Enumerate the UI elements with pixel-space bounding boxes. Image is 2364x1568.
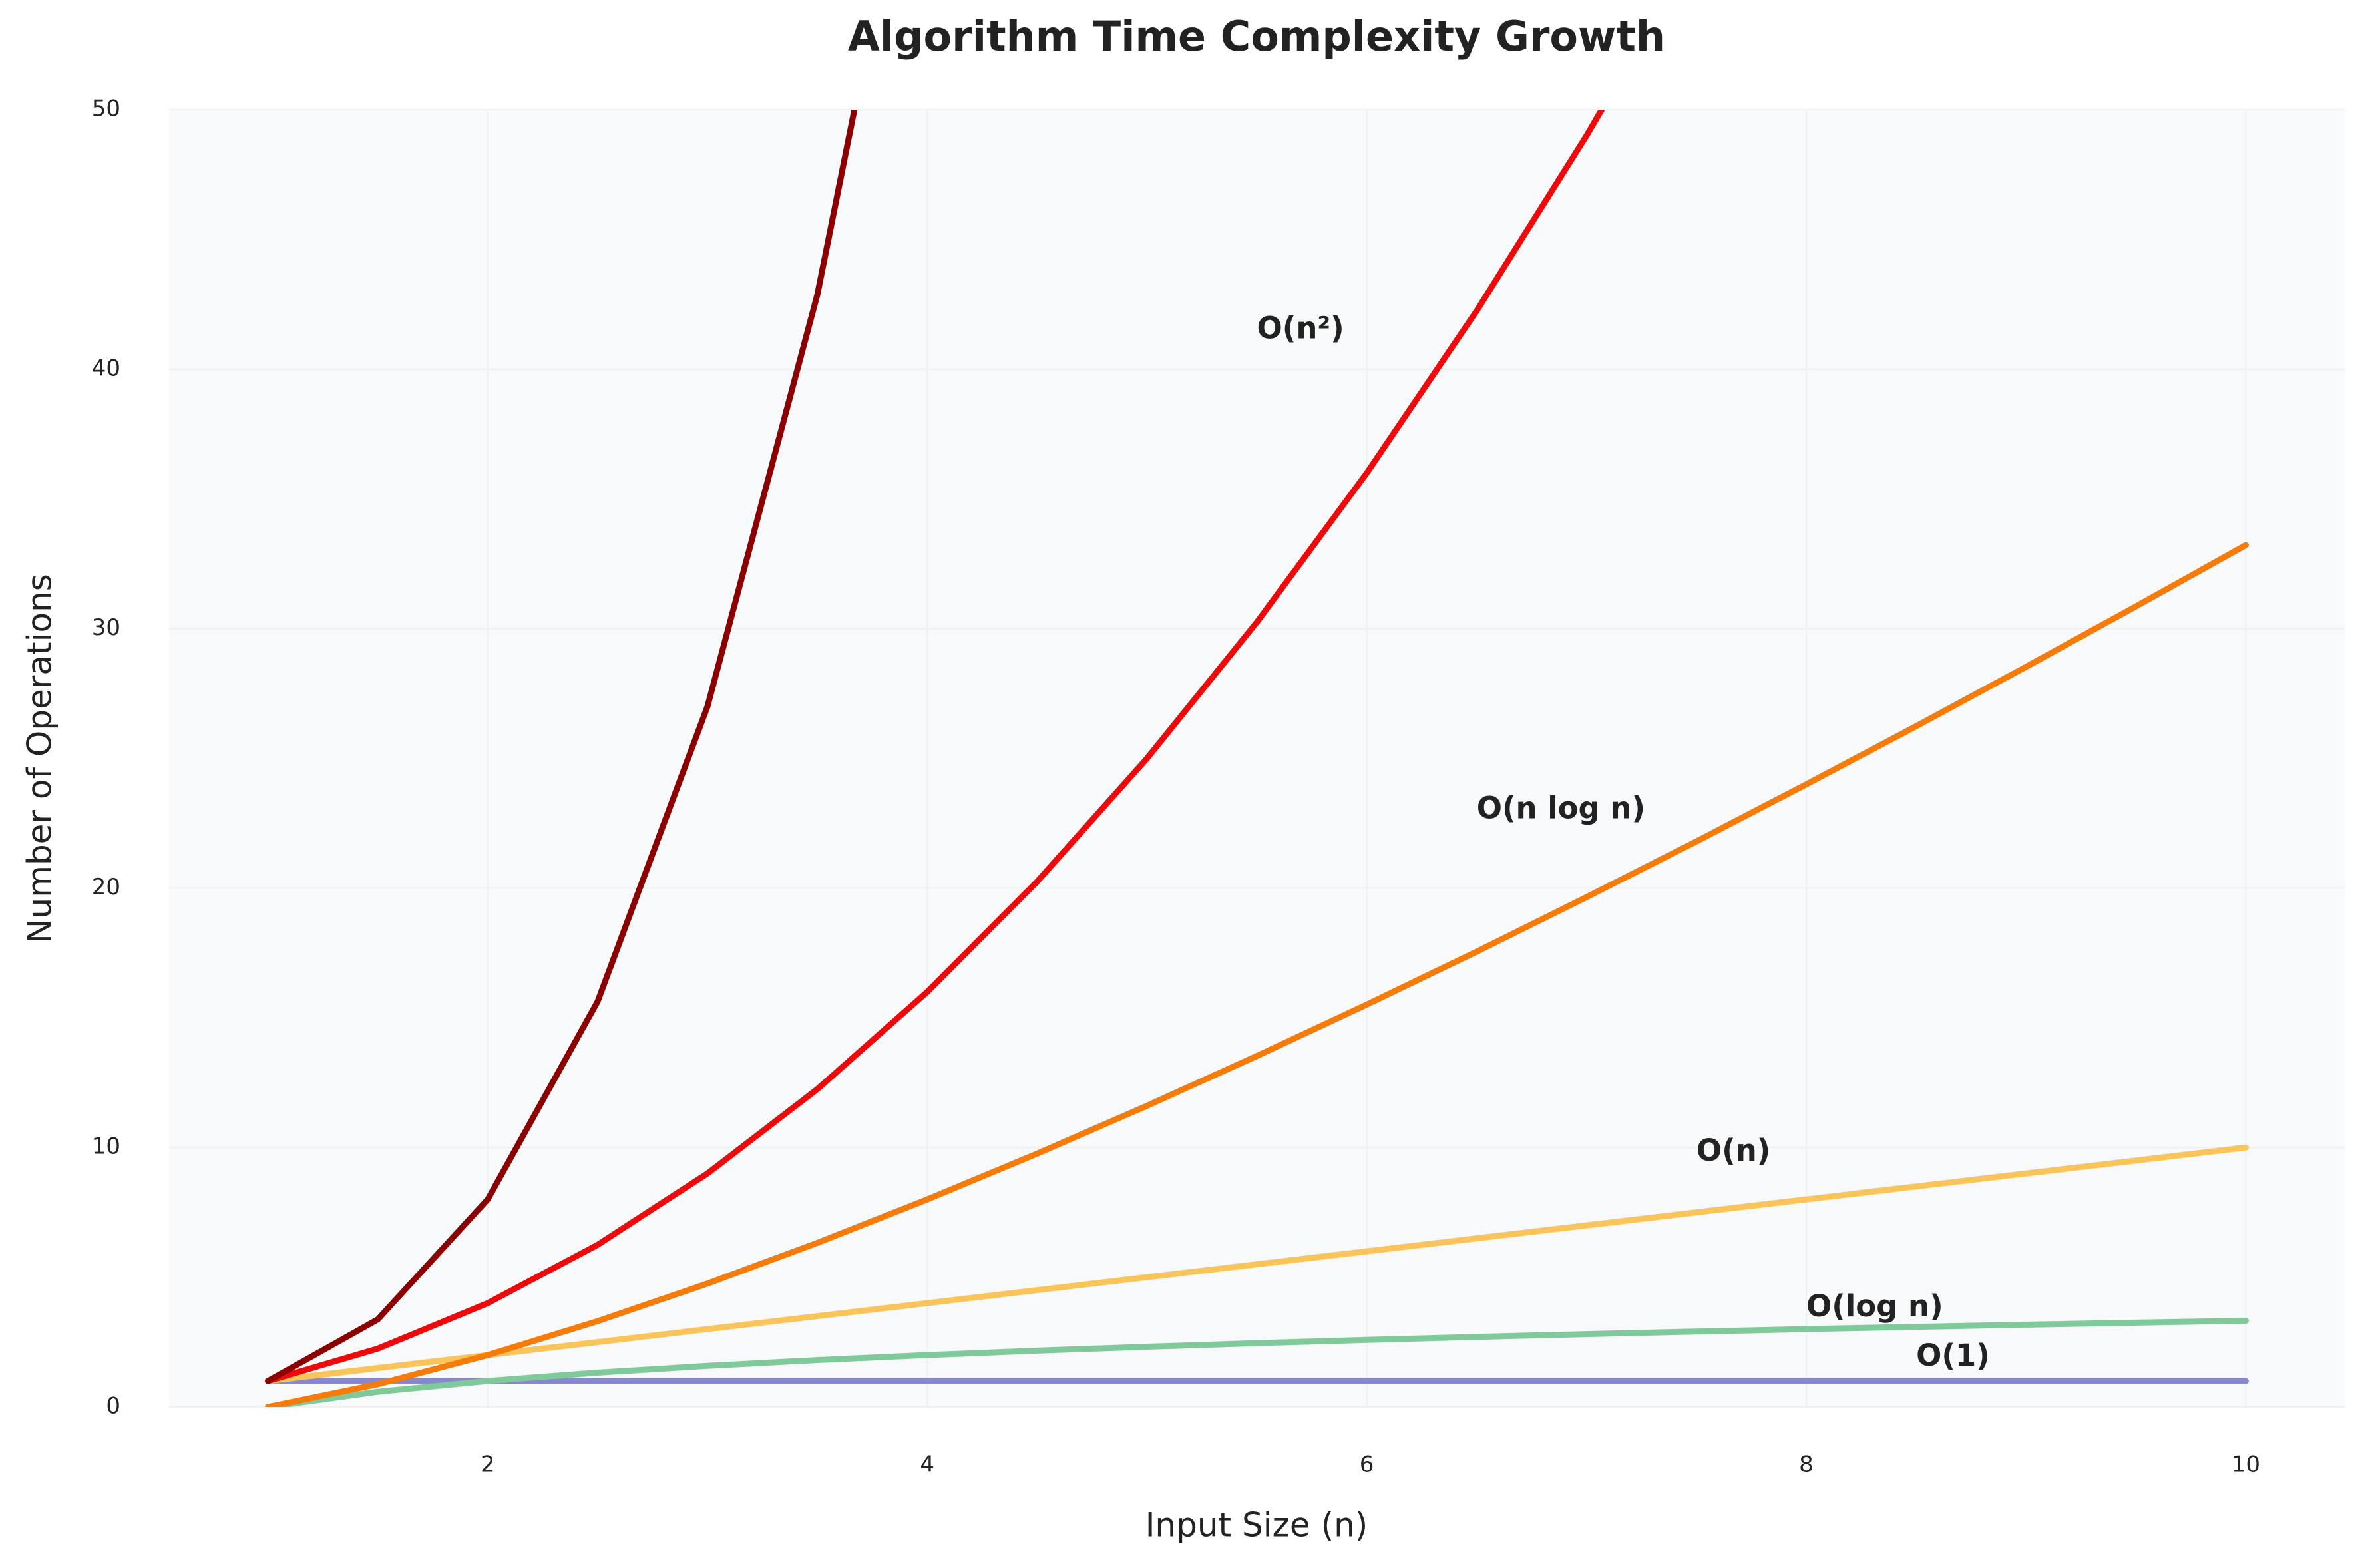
series-line [265,110,858,1384]
y-axis-label: Number of Operations [21,574,59,944]
x-tick-label: 4 [920,1452,934,1478]
x-tick-label: 10 [2232,1452,2260,1478]
x-axis-label: Input Size (n) [1145,1506,1368,1545]
y-tick-label: 40 [92,355,120,381]
series-line [265,1318,2249,1407]
x-tick-label: 8 [1799,1452,1814,1478]
series-group [265,110,2249,1407]
annotation: O(n) [1696,1133,1770,1168]
y-tick-label: 10 [92,1133,120,1160]
y-tick-label: 50 [92,96,120,122]
y-tick-label: 20 [92,874,120,900]
x-tick-label: 6 [1360,1452,1374,1478]
series-line [265,542,2249,1407]
annotation: O(n log n) [1477,790,1645,825]
series-line [265,110,1605,1384]
y-tick-label: 30 [92,614,120,641]
y-tick-label: 0 [106,1393,120,1420]
plot-area [169,110,2345,1407]
chart-title: Algorithm Time Complexity Growth [848,12,1665,61]
series-line [265,1144,2249,1384]
annotation: O(1) [1916,1338,1990,1373]
annotation: O(log n) [1806,1288,1943,1324]
x-tick-label: 2 [481,1452,495,1478]
annotation: O(n²) [1257,310,1344,345]
